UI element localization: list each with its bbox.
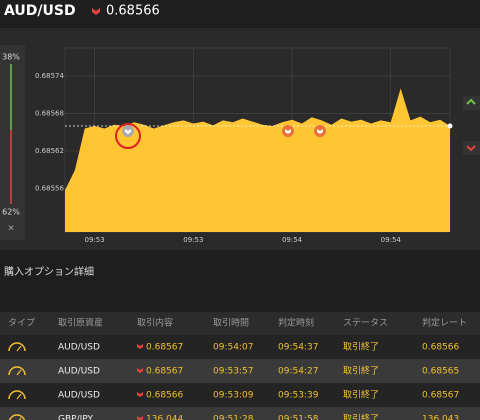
x-tick-label: 09:53: [85, 236, 105, 244]
price-area: [65, 88, 450, 232]
column-header: タイプ: [8, 318, 35, 329]
y-tick-label: 0.68574: [35, 72, 64, 80]
cell[interactable]: 取引終了: [343, 389, 379, 401]
type-icon: [8, 342, 26, 352]
x-tick-label: 09:53: [183, 236, 203, 244]
cell[interactable]: 取引終了: [343, 413, 379, 420]
call-icon: [466, 98, 476, 105]
column-header: 取引時間: [213, 318, 249, 329]
cell[interactable]: 136.043: [422, 415, 459, 420]
row-bg: [0, 383, 480, 407]
cell[interactable]: 09:54:07: [213, 343, 253, 353]
type-icon: [8, 366, 26, 376]
price-dot: [447, 123, 453, 129]
cell[interactable]: 09:53:39: [278, 391, 319, 401]
entry-icon: [285, 129, 291, 134]
column-header: 取引原資産: [58, 317, 103, 329]
down-icon: [92, 8, 100, 15]
x-tick-label: 09:54: [282, 236, 303, 244]
cell[interactable]: 取引終了: [343, 365, 379, 377]
cell[interactable]: 0.68566: [422, 343, 459, 353]
cell[interactable]: 09:51:58: [278, 415, 319, 420]
section-title: 購入オプション詳細: [4, 265, 94, 278]
put-marker: [463, 141, 480, 155]
pair-title: AUD/USD: [4, 3, 76, 19]
cell[interactable]: 0.68565: [422, 367, 459, 377]
header-price: 0.68566: [106, 4, 160, 19]
type-needle: [16, 369, 22, 376]
row-bg: [0, 335, 480, 359]
y-tick-label: 0.68568: [35, 109, 64, 117]
cell[interactable]: 09:53:57: [213, 367, 253, 377]
cell[interactable]: AUD/USD: [58, 343, 100, 353]
put-icon: [466, 145, 476, 152]
cell[interactable]: 取引終了: [343, 341, 379, 353]
down-icon: [137, 392, 143, 397]
close-button[interactable]: ×: [7, 224, 15, 234]
cell[interactable]: 0.68567: [422, 391, 459, 401]
down-icon: [137, 416, 143, 420]
column-header: 判定時刻: [278, 317, 314, 329]
type-icon: [8, 390, 26, 400]
plot: 0.68556 0.68562 0.68568 0.68574 09:53 09:53 09…: [35, 47, 453, 244]
row-bg: [0, 407, 480, 420]
y-tick-label: 0.68562: [35, 147, 64, 155]
table: タイプ 取引原資産 取引内容 取引時間 判定時刻 ステータス 判定レート AUD/USD 0.6…: [0, 317, 480, 420]
row-bg: [0, 359, 480, 383]
x-tick-label: 09:54: [381, 236, 402, 244]
cell[interactable]: AUD/USD: [58, 391, 100, 401]
cell[interactable]: 0.68567: [146, 367, 183, 377]
type-needle: [16, 393, 22, 400]
cell[interactable]: 09:51:28: [213, 415, 254, 420]
y-tick-label: 0.68556: [35, 184, 64, 192]
entry-icon: [125, 129, 131, 134]
down-icon: [137, 368, 143, 373]
type-icon: [8, 414, 26, 420]
cell[interactable]: AUD/USD: [58, 367, 100, 377]
entry-icon: [317, 129, 323, 134]
up-percent: 38%: [2, 53, 20, 62]
column-header: ステータス: [343, 318, 388, 329]
entry-highlight: [115, 123, 141, 149]
column-header: 判定レート: [422, 317, 467, 329]
table-header-bg: [0, 312, 480, 335]
down-icon: [137, 344, 143, 349]
cell[interactable]: 09:54:37: [278, 343, 318, 353]
cell[interactable]: 0.68566: [146, 391, 183, 401]
cell[interactable]: 0.68567: [146, 343, 183, 353]
call-marker: [463, 96, 480, 110]
cell[interactable]: 136.044: [146, 415, 183, 420]
sidebar: [0, 45, 25, 240]
cell[interactable]: GBP/JPY: [58, 415, 93, 420]
cell[interactable]: 09:54:27: [278, 367, 318, 377]
cell[interactable]: 09:53:09: [213, 391, 254, 401]
down-percent: 62%: [2, 208, 20, 217]
column-header: 取引内容: [137, 317, 173, 329]
type-needle: [18, 417, 22, 420]
type-needle: [16, 345, 22, 352]
